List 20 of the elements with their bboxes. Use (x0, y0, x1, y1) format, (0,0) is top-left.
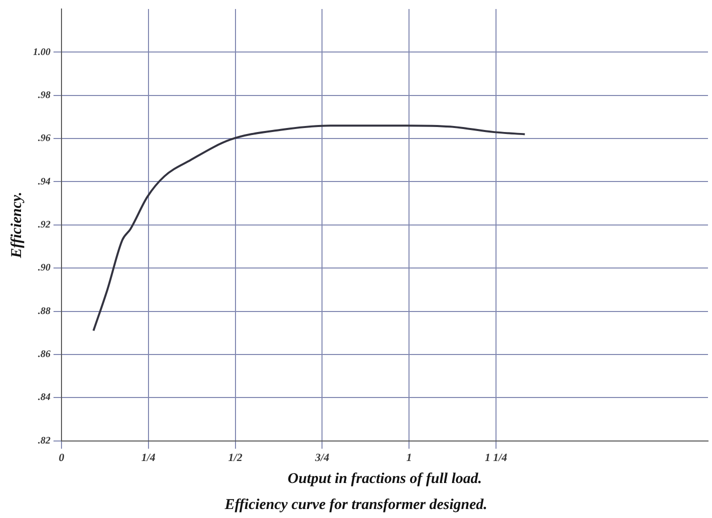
y-tick-label: .98 (38, 90, 50, 101)
text: Efficiency curve for transformer designed. (224, 496, 488, 513)
x-tick-label: 1 (406, 452, 412, 464)
y-tick-label: .88 (38, 306, 50, 317)
x-tick-label: 1/2 (228, 452, 243, 464)
y-axis-title: Efficiency. (8, 192, 25, 260)
y-tick-label: .96 (38, 133, 50, 144)
y-tick-label: .86 (38, 349, 50, 360)
x-tick-label: 1/4 (141, 452, 156, 464)
y-tick-label: .84 (38, 392, 50, 404)
y-tick-label: .82 (38, 435, 50, 446)
x-tick-label: 3/4 (314, 452, 330, 464)
x-axis-title: Output in fractions of full load. (288, 470, 482, 487)
y-tick-label: .90 (38, 262, 50, 274)
y-tick-label: .92 (38, 219, 50, 230)
x-tick-label: 0 (58, 452, 65, 464)
line-series (92, 124, 526, 332)
y-tick-label: .94 (38, 176, 50, 188)
x-tick-label: 1 1/4 (484, 452, 508, 464)
y-tick-label: 1.00 (33, 46, 50, 58)
